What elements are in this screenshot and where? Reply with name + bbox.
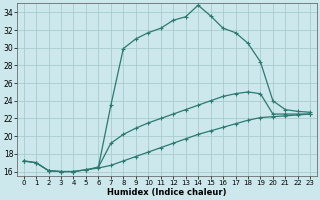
X-axis label: Humidex (Indice chaleur): Humidex (Indice chaleur) (107, 188, 227, 197)
